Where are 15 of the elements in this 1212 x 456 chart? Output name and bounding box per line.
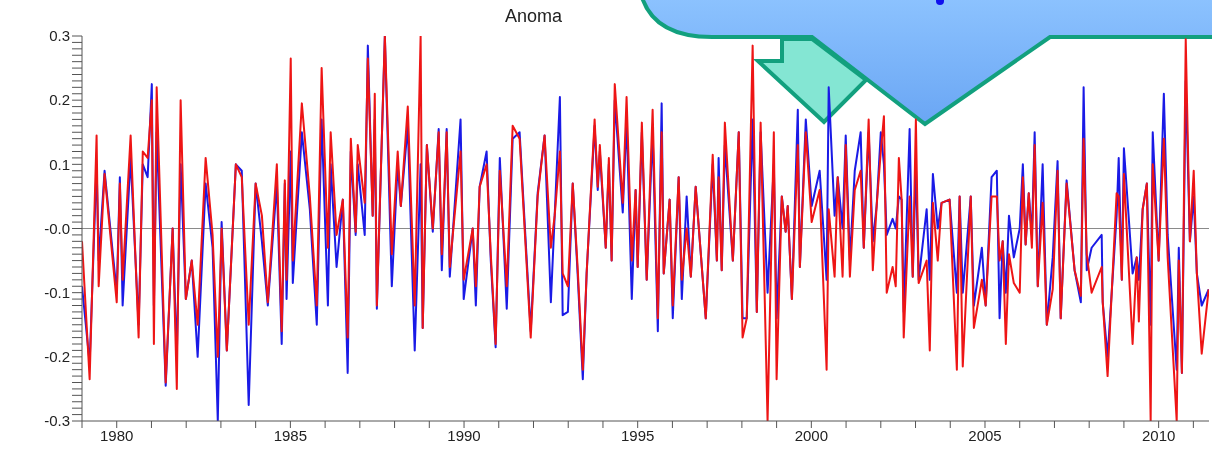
- x-tick-label: 2010: [1141, 426, 1176, 444]
- y-tick-label: 0.3: [49, 27, 70, 45]
- y-tick-label: -0.1: [44, 283, 70, 301]
- x-tick-label: 1995: [621, 426, 655, 444]
- y-tick-label: 0.2: [49, 91, 70, 109]
- y-tick-label: 0.1: [49, 155, 70, 173]
- x-tick-label: 1985: [273, 426, 308, 444]
- x-tick-label: 2005: [968, 426, 1002, 444]
- x-tick-label: 2000: [794, 426, 829, 444]
- y-tick-label: -0.0: [44, 219, 70, 237]
- chart-title: Anoma: [505, 6, 564, 27]
- y-tick-label: -0.3: [44, 412, 70, 430]
- x-tick-label: 1980: [100, 426, 134, 444]
- x-tick-label: 1990: [447, 426, 481, 444]
- y-tick-label: -0.2: [44, 348, 70, 366]
